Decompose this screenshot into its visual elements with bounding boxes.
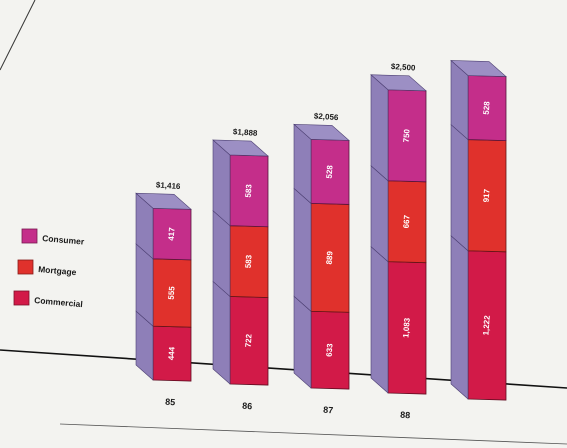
bar-side-commercial-87 [293, 295, 312, 389]
segment-label-mortgage-last: 917 [482, 188, 492, 202]
segment-label-commercial-last: 1,222 [481, 315, 491, 336]
bar-side-mortgage-88 [370, 165, 389, 263]
legend-swatch-commercial [13, 290, 30, 306]
legend: Consumer Mortgage Commercial [13, 228, 85, 309]
bar-top-last [450, 60, 507, 77]
bar-side-mortgage-last [450, 123, 469, 252]
bar-side-mortgage-87 [293, 187, 312, 312]
bar-side-consumer-88 [370, 74, 389, 182]
x-tick-label-87: 87 [323, 405, 334, 416]
segment-label-commercial-85: 444 [167, 346, 177, 360]
legend-label-mortgage: Mortgage [38, 264, 77, 277]
segment-label-mortgage-87: 889 [325, 250, 335, 264]
segment-label-consumer-88: 750 [402, 128, 412, 142]
segment-label-consumer-last: 528 [482, 101, 492, 115]
total-label-88: $2,500 [391, 62, 417, 73]
legend-swatch-mortgage [17, 259, 34, 275]
bar-top-88 [370, 74, 427, 92]
bottom-rule [59, 423, 567, 445]
segment-label-commercial-86: 722 [244, 333, 254, 347]
x-tick-label-88: 88 [400, 410, 411, 421]
total-label-86: $1,888 [233, 127, 259, 138]
bar-side-commercial-88 [370, 245, 389, 394]
segment-label-consumer-85: 417 [167, 227, 177, 241]
bar-top-86 [212, 139, 269, 157]
segment-label-consumer-87: 528 [325, 164, 335, 178]
segment-label-mortgage-86: 583 [244, 254, 254, 268]
segment-label-mortgage-88: 667 [402, 214, 412, 228]
bar-side-commercial-last [450, 235, 469, 400]
legend-label-commercial: Commercial [34, 295, 83, 309]
bar-top-87 [293, 124, 350, 141]
segment-label-consumer-86: 583 [244, 183, 254, 197]
segment-label-mortgage-85: 555 [167, 285, 177, 299]
total-label-85: $1,416 [156, 180, 182, 191]
bar-side-commercial-86 [212, 280, 231, 385]
bars-group: 444555417$1,41685722583583$1,88886633889… [135, 59, 507, 421]
segment-label-commercial-88: 1,083 [401, 317, 411, 338]
legend-label-consumer: Consumer [42, 233, 85, 247]
x-tick-label-85: 85 [165, 397, 176, 408]
x-tick-label-86: 86 [242, 401, 253, 412]
segment-label-commercial-87: 633 [325, 343, 335, 357]
legend-swatch-consumer [21, 228, 38, 244]
bar-top-85 [135, 192, 192, 210]
total-label-87: $2,056 [314, 111, 340, 122]
top-left-rule [0, 0, 36, 71]
